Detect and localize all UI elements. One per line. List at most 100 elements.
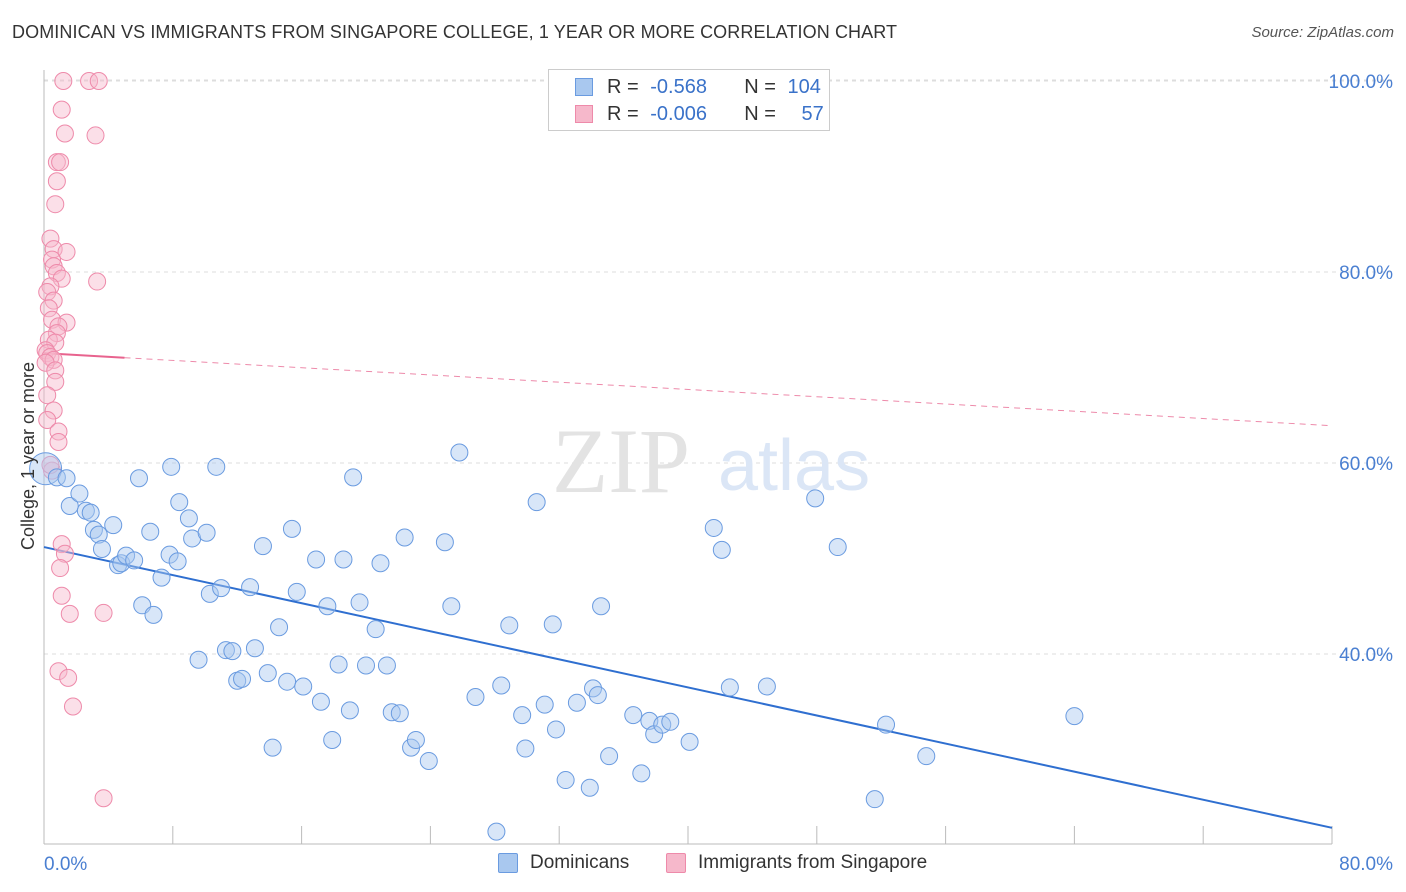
- dominican-point: [712, 540, 731, 559]
- dominican-point: [144, 605, 163, 624]
- dominican-point: [307, 550, 326, 569]
- singapore-point: [49, 432, 68, 451]
- singapore-point: [89, 72, 108, 90]
- legend-row-dominicans: R = -0.568 N = 104: [575, 75, 821, 99]
- dominican-point: [318, 597, 337, 616]
- dominican-point: [212, 579, 231, 598]
- dominican-point: [104, 516, 123, 535]
- dominican-point: [588, 686, 607, 705]
- singapore-point: [51, 153, 70, 172]
- dominican-point: [70, 484, 89, 503]
- dominican-point: [500, 616, 519, 635]
- dominican-point: [282, 519, 301, 538]
- dominican-point: [377, 656, 396, 675]
- dominican-point: [877, 715, 896, 734]
- singapore-point: [57, 242, 76, 261]
- dominican-points: [29, 443, 1084, 841]
- singapore-point: [47, 172, 66, 191]
- dominican-point: [311, 692, 330, 711]
- singapore-point: [54, 72, 73, 90]
- legend-row-singapore: R = -0.006 N = 57: [575, 102, 824, 126]
- dominican-point: [141, 522, 160, 541]
- legend-n-value: 104: [787, 75, 821, 98]
- dominican-point: [270, 618, 289, 637]
- dominican-point: [294, 677, 313, 696]
- x-tick-label: 80.0%: [1339, 854, 1393, 875]
- singapore-point: [63, 697, 82, 716]
- watermark: ZIP atlas: [552, 410, 870, 512]
- chart-source: Source: ZipAtlas.com: [1251, 24, 1394, 41]
- dominican-point: [179, 509, 198, 528]
- legend-r-label: R =: [607, 102, 645, 125]
- y-axis-label: College, 1 year or more: [18, 362, 38, 550]
- singapore-points: [36, 72, 113, 808]
- singapore-point: [52, 586, 71, 605]
- dominican-point: [323, 730, 342, 749]
- dominican-point: [624, 706, 643, 725]
- dominican-point: [487, 822, 506, 841]
- dominican-point: [344, 468, 363, 487]
- legend-r-value: -0.568: [650, 75, 707, 98]
- dominican-point: [29, 452, 63, 486]
- dominican-point: [47, 468, 66, 487]
- singapore-point: [46, 195, 65, 214]
- singapore-point: [39, 299, 58, 318]
- dominican-point: [661, 712, 680, 731]
- singapore-point: [49, 662, 68, 681]
- dominican-point: [233, 669, 252, 688]
- singapore-point: [43, 310, 62, 329]
- legend-item-singapore[interactable]: Immigrants from Singapore: [666, 852, 927, 874]
- trend-lines: [43, 352, 1333, 829]
- dominican-point: [828, 538, 847, 557]
- singapore-point: [49, 422, 68, 441]
- legend-item-dominicans[interactable]: Dominicans: [498, 852, 629, 874]
- singapore-point: [38, 386, 57, 405]
- dominican-point: [535, 695, 554, 714]
- dominican-point: [366, 620, 385, 639]
- dominican-point: [287, 582, 306, 601]
- dominican-point: [216, 641, 235, 660]
- dominican-point: [223, 642, 242, 661]
- y-tick-label: 40.0%: [1339, 645, 1393, 666]
- dominican-point: [258, 664, 277, 683]
- singapore-point: [41, 347, 60, 366]
- singapore-point: [94, 603, 113, 622]
- dominican-point: [278, 672, 297, 691]
- legend-n-label: N =: [744, 75, 782, 98]
- singapore-point: [41, 229, 60, 248]
- dominican-point: [390, 704, 409, 723]
- y-tick-label: 100.0%: [1329, 72, 1394, 93]
- dominican-point: [350, 593, 369, 612]
- singapore-point: [94, 789, 113, 808]
- dominican-point: [152, 568, 171, 587]
- dominican-point: [340, 701, 359, 720]
- dominicans-trend-line: [43, 546, 1333, 829]
- singapore-point: [38, 411, 57, 430]
- legend-n-label: N =: [744, 102, 782, 125]
- watermark-atlas: atlas: [718, 426, 870, 506]
- singapore-point: [59, 668, 78, 687]
- dominican-point: [556, 771, 575, 790]
- dominican-point: [406, 730, 425, 749]
- singapore-point: [60, 604, 79, 623]
- singapore-point: [43, 250, 62, 269]
- y-tick-label: 60.0%: [1339, 454, 1393, 475]
- singapore-trend-line-solid: [43, 352, 125, 359]
- dominican-point: [1065, 707, 1084, 726]
- dominican-point: [435, 533, 454, 552]
- dominican-point: [513, 706, 532, 725]
- dominican-point: [600, 747, 619, 766]
- correlation-legend: R = -0.568 N = 104 R = -0.006 N = 57: [548, 69, 830, 131]
- dominican-point: [168, 552, 187, 571]
- chart-title: DOMINICAN VS IMMIGRANTS FROM SINGAPORE C…: [12, 22, 898, 42]
- singapore-point: [52, 535, 71, 554]
- singapore-point: [41, 277, 60, 296]
- dominican-point: [580, 778, 599, 797]
- x-tick-label: 0.0%: [44, 854, 87, 875]
- tick-labels: 40.0% 60.0% 80.0% 100.0% 0.0% 80.0%: [44, 72, 1393, 875]
- legend-swatch-blue: [575, 78, 593, 96]
- dominican-point: [917, 747, 936, 766]
- dominican-point: [200, 584, 219, 603]
- dominican-point: [245, 639, 264, 658]
- dominican-point: [357, 656, 375, 675]
